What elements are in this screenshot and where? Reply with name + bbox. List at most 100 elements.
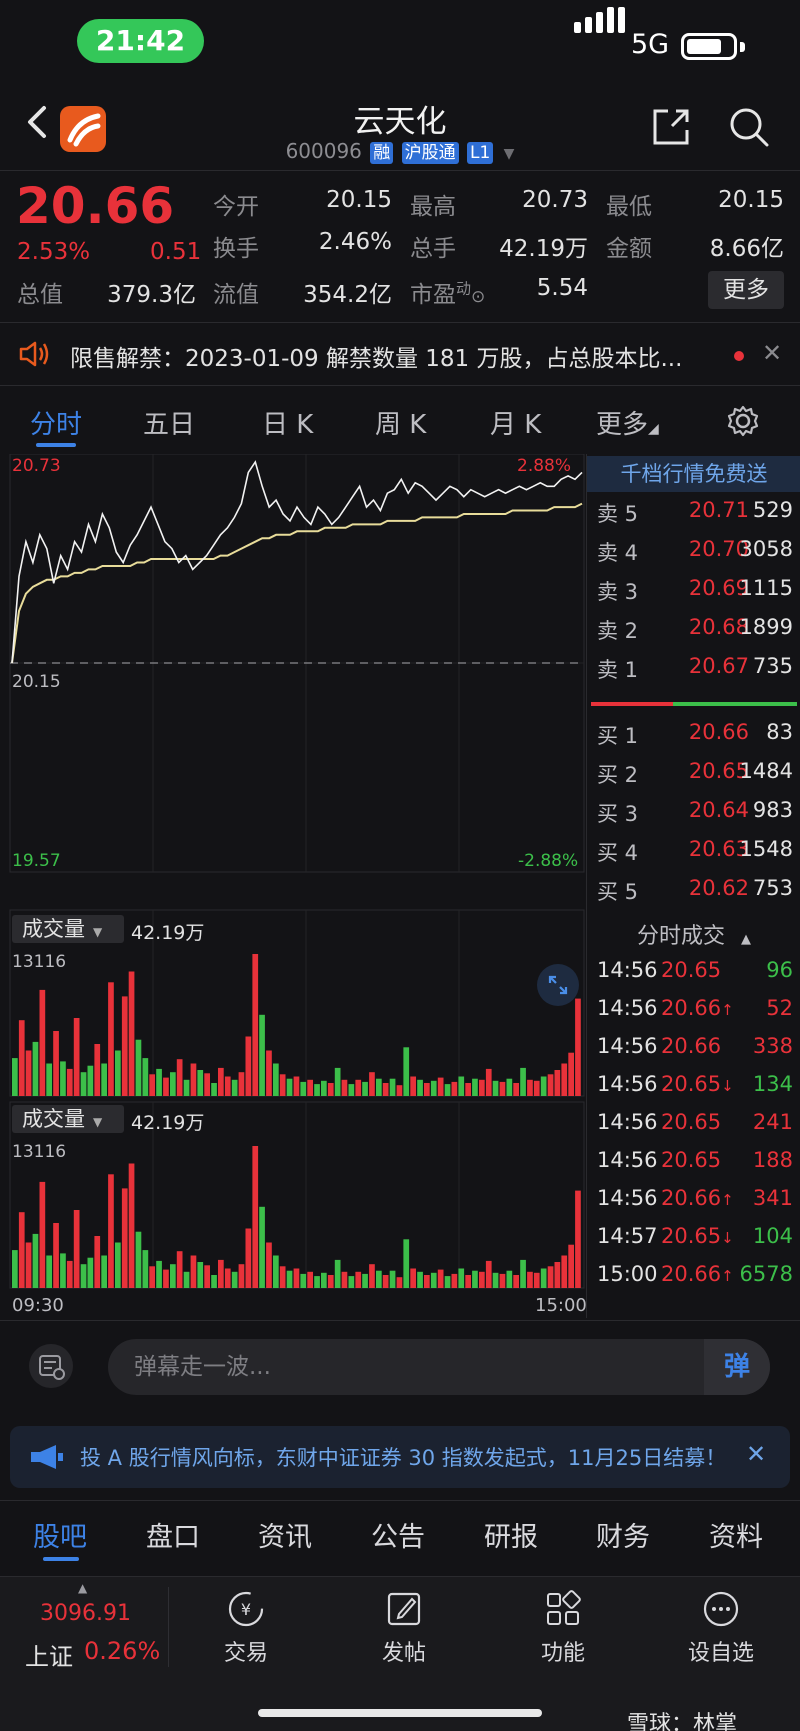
post-button[interactable]: 发帖	[359, 1587, 449, 1667]
tab-announcements[interactable]: 公告	[371, 1522, 425, 1553]
ad-banner[interactable]: 投 A 股行情风向标，东财中证证券 30 指数发起式，11月25日结募！ ✕	[10, 1426, 790, 1488]
volume-bar	[60, 1061, 66, 1096]
volume-bar	[115, 1050, 121, 1096]
danmu-settings-icon[interactable]	[28, 1343, 74, 1389]
volume-bar	[561, 1063, 568, 1096]
ask-row: 卖 4 20.70 3058	[587, 537, 800, 576]
volume-bar	[259, 1014, 265, 1096]
ask-label: 卖 2	[597, 619, 639, 643]
ask-row: 卖 5 20.71 529	[587, 498, 800, 537]
tab-monthly-k[interactable]: 月 K	[490, 410, 542, 440]
tab-forum[interactable]: 股吧	[33, 1522, 87, 1553]
ticks-title[interactable]: 分时成交 ▲	[636, 924, 751, 949]
footer-toolbar: ▲ 3096.91 上证 0.26% ¥ 交易 发帖 功能 设自选	[0, 1576, 800, 1731]
volume-bar	[314, 1276, 320, 1288]
tab-orderbook[interactable]: 盘口	[146, 1522, 200, 1553]
volume-label: 总手	[410, 236, 456, 262]
volume-bar	[506, 1270, 513, 1288]
active-tab-indicator	[43, 1557, 79, 1561]
tick-price: 20.65↓	[661, 1224, 734, 1248]
volume-bar	[12, 1250, 18, 1288]
chart-tabs: 分时 五日 日 K 周 K 月 K 更多◢	[0, 388, 800, 454]
volume-bar	[87, 1257, 94, 1288]
add-watchlist-button[interactable]: 设自选	[676, 1587, 766, 1667]
functions-button[interactable]: 功能	[518, 1587, 608, 1667]
amount-value: 8.66亿	[709, 236, 784, 262]
tab-daily-k[interactable]: 日 K	[262, 410, 314, 440]
tab-five-day[interactable]: 五日	[143, 410, 196, 440]
ask-row: 卖 1 20.67 735	[587, 654, 800, 693]
tab-profile[interactable]: 资料	[709, 1522, 763, 1553]
volume-bar	[382, 1275, 389, 1288]
index-change[interactable]: 0.26%	[84, 1637, 161, 1665]
share-icon[interactable]	[650, 106, 692, 148]
volume-bar	[568, 1052, 574, 1096]
danmu-toggle-button[interactable]: 弹	[704, 1339, 770, 1395]
home-indicator[interactable]	[258, 1709, 542, 1717]
volume-bar	[266, 1050, 272, 1096]
ask-volume: 3058	[739, 537, 793, 561]
speaker-icon	[19, 341, 49, 367]
tab-news[interactable]: 资讯	[258, 1522, 312, 1553]
volume-bar	[46, 1063, 52, 1096]
bid-row: 买 4 20.63 1548	[587, 837, 800, 876]
tick-volume: 6578	[739, 1262, 793, 1286]
volume-bar	[458, 1268, 465, 1288]
volume-bar	[245, 1036, 252, 1096]
bid-row: 买 2 20.65 1484	[587, 759, 800, 798]
tab-more[interactable]: 更多◢	[596, 410, 659, 440]
volume-bar	[561, 1255, 568, 1288]
volume-bar	[101, 1063, 107, 1096]
stock-subline[interactable]: 600096 融 沪股通 L1 ▼	[0, 139, 800, 164]
ask-label: 卖 3	[597, 580, 639, 604]
tab-intraday[interactable]: 分时	[30, 410, 83, 440]
trade-button[interactable]: ¥ 交易	[201, 1587, 291, 1667]
close-icon[interactable]: ✕	[746, 1440, 767, 1468]
volume-bar	[197, 1262, 204, 1288]
volume-bar	[369, 1072, 375, 1096]
volume-indicator-select-2[interactable]: 成交量 ▼	[12, 1105, 124, 1133]
volume-bar	[135, 1039, 142, 1096]
volume-bar	[465, 1083, 471, 1096]
volume-bar	[94, 1044, 101, 1096]
tick-volume: 96	[766, 958, 793, 982]
volume-bar	[472, 1078, 478, 1096]
volume-bar	[183, 1271, 190, 1288]
price-line	[11, 460, 583, 664]
index-name[interactable]: 上证	[25, 1643, 73, 1671]
notice-text: 限售解禁：2023-01-09 解禁数量 181 万股，占总股本比...	[70, 346, 683, 372]
danmu-input[interactable]: 弹幕走一波...	[108, 1339, 770, 1395]
volume-indicator-select[interactable]: 成交量 ▼	[12, 915, 124, 943]
bid-volume: 1484	[739, 759, 793, 783]
float-cap-label: 流值	[213, 282, 259, 308]
volume-bar	[266, 1242, 272, 1288]
back-icon[interactable]	[18, 102, 58, 142]
expand-icon[interactable]	[537, 964, 579, 1006]
volume-bar	[170, 1072, 176, 1096]
level2-banner[interactable]: 千档行情免费送	[587, 456, 800, 492]
notice-bar[interactable]: 限售解禁：2023-01-09 解禁数量 181 万股，占总股本比... ✕	[0, 322, 800, 386]
volume-bar	[547, 1266, 554, 1288]
volume-bar	[533, 1080, 540, 1096]
volume-bar	[376, 1270, 382, 1288]
volume-bar	[451, 1273, 458, 1288]
unread-dot	[734, 351, 744, 361]
more-quote-button[interactable]: 更多	[708, 271, 784, 309]
tab-weekly-k[interactable]: 周 K	[375, 410, 427, 440]
intraday-chart[interactable]: 20.73 2.88% 20.15 19.57 -2.88% 成交量 ▼ 42.1…	[0, 454, 800, 1318]
index-value[interactable]: 3096.91	[40, 1601, 131, 1626]
volume-bar	[520, 1259, 526, 1288]
settings-gear-icon[interactable]	[726, 404, 760, 438]
search-icon[interactable]	[728, 106, 770, 148]
volume-bar	[485, 1068, 492, 1096]
bid-volume: 753	[752, 876, 793, 900]
tab-finance[interactable]: 财务	[596, 1522, 650, 1553]
volume-bar	[410, 1268, 416, 1288]
volume-bar	[231, 1271, 238, 1288]
close-icon[interactable]: ✕	[762, 339, 783, 367]
tick-time: 14:56	[597, 1186, 658, 1210]
grid-icon	[547, 1590, 581, 1625]
market-cap-label: 总值	[17, 282, 63, 308]
tab-research[interactable]: 研报	[484, 1522, 538, 1553]
stock-code: 600096	[285, 139, 362, 163]
